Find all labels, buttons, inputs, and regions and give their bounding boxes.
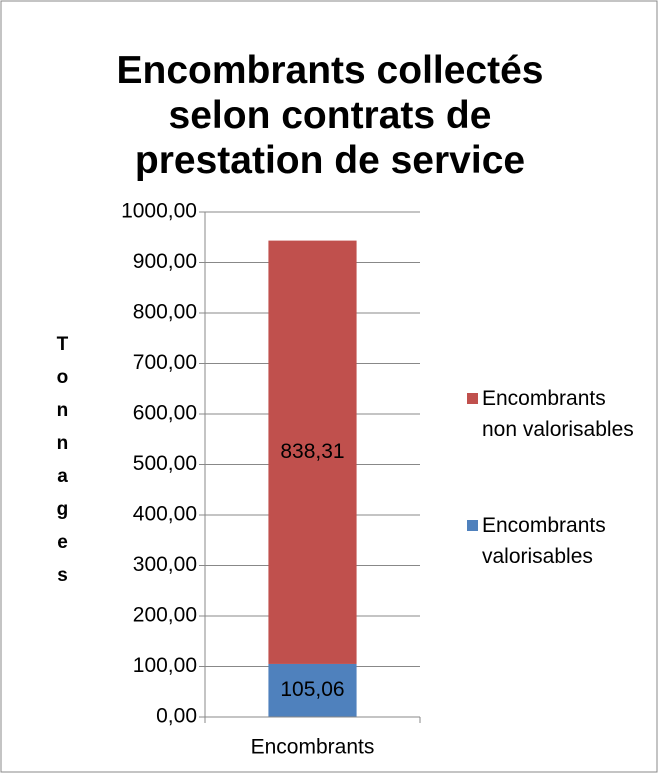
y-tick-label: 300,00 xyxy=(133,553,197,576)
y-tick-label: 500,00 xyxy=(133,452,197,475)
y-tick-label: 900,00 xyxy=(133,250,197,273)
data-label: 105,06 xyxy=(280,678,344,701)
data-label: 838,31 xyxy=(280,440,344,463)
y-tick-label: 800,00 xyxy=(133,301,197,324)
y-tick-label: 700,00 xyxy=(133,351,197,374)
legend-swatch xyxy=(467,520,478,531)
y-tick-label: 600,00 xyxy=(133,402,197,425)
bar-segment xyxy=(268,663,357,717)
y-tick-label: 0,00 xyxy=(156,705,197,728)
y-tick-label: 100,00 xyxy=(133,654,197,677)
y-tick-label: 200,00 xyxy=(133,604,197,627)
legend-swatch xyxy=(467,393,478,404)
legend-label: Encombrants non valorisables xyxy=(482,387,634,441)
y-tick-label: 400,00 xyxy=(133,503,197,526)
y-tick-label: 1000,00 xyxy=(121,200,197,223)
chart-title: Encombrants collectés selon contrats de … xyxy=(116,49,544,182)
y-axis-label: Tonnages xyxy=(52,334,73,598)
x-tick-label: Encombrants xyxy=(251,736,375,759)
bar-segment xyxy=(268,240,357,664)
legend-label: Encombrants valorisables xyxy=(482,514,606,568)
